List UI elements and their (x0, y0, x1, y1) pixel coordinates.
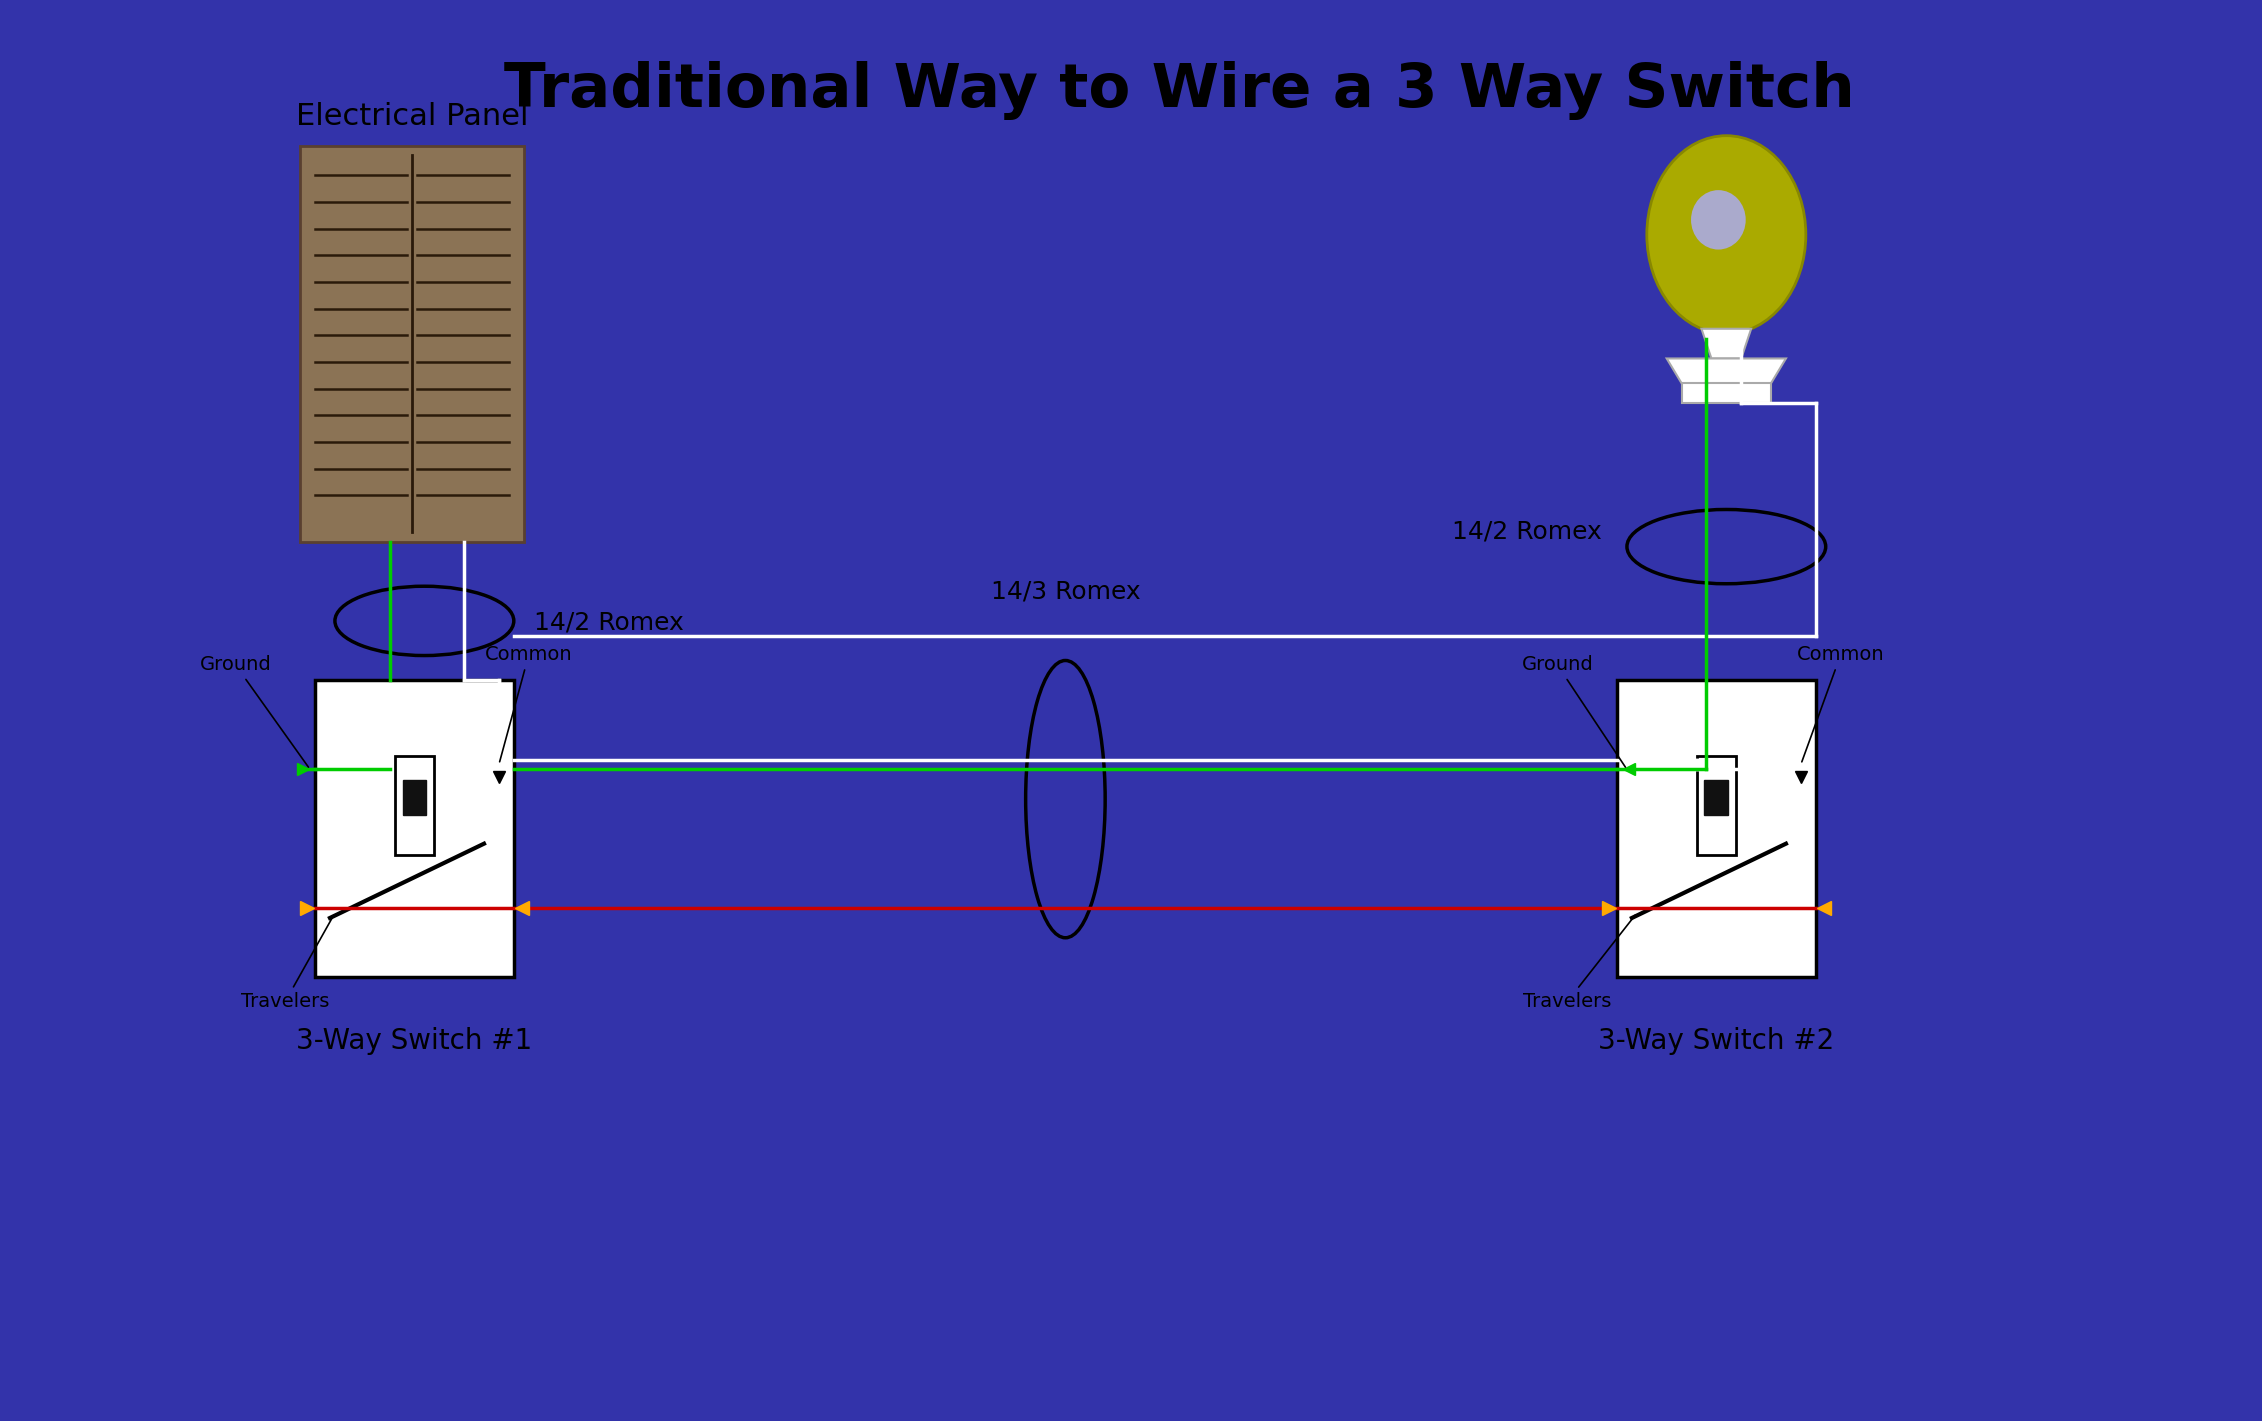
Text: Common: Common (484, 645, 572, 762)
Text: 14/3 Romex: 14/3 Romex (991, 580, 1140, 603)
Bar (314, 681, 513, 978)
Text: 3-Way Switch #1: 3-Way Switch #1 (296, 1027, 532, 1054)
Text: Traditional Way to Wire a 3 Way Switch: Traditional Way to Wire a 3 Way Switch (504, 61, 1855, 121)
Polygon shape (1667, 358, 1787, 384)
Text: Ground: Ground (199, 655, 308, 767)
Text: 3-Way Switch #2: 3-Way Switch #2 (1599, 1027, 1834, 1054)
Bar (1681, 384, 1771, 404)
Text: Electrical Panel: Electrical Panel (296, 102, 529, 131)
Polygon shape (1701, 328, 1751, 358)
Text: Ground: Ground (1522, 655, 1626, 767)
Bar (1617, 681, 1816, 978)
Text: Travelers: Travelers (242, 915, 333, 1012)
Bar (1706, 780, 1728, 816)
Bar (394, 756, 434, 854)
Text: Travelers: Travelers (1522, 915, 1635, 1012)
Text: 14/2 Romex: 14/2 Romex (1452, 520, 1601, 544)
Text: 14/2 Romex: 14/2 Romex (534, 611, 683, 635)
Bar (301, 145, 525, 541)
Text: Common: Common (1796, 645, 1884, 762)
Ellipse shape (1692, 190, 1746, 250)
Ellipse shape (1647, 135, 1805, 334)
Bar (1696, 756, 1737, 854)
Bar (403, 780, 425, 816)
